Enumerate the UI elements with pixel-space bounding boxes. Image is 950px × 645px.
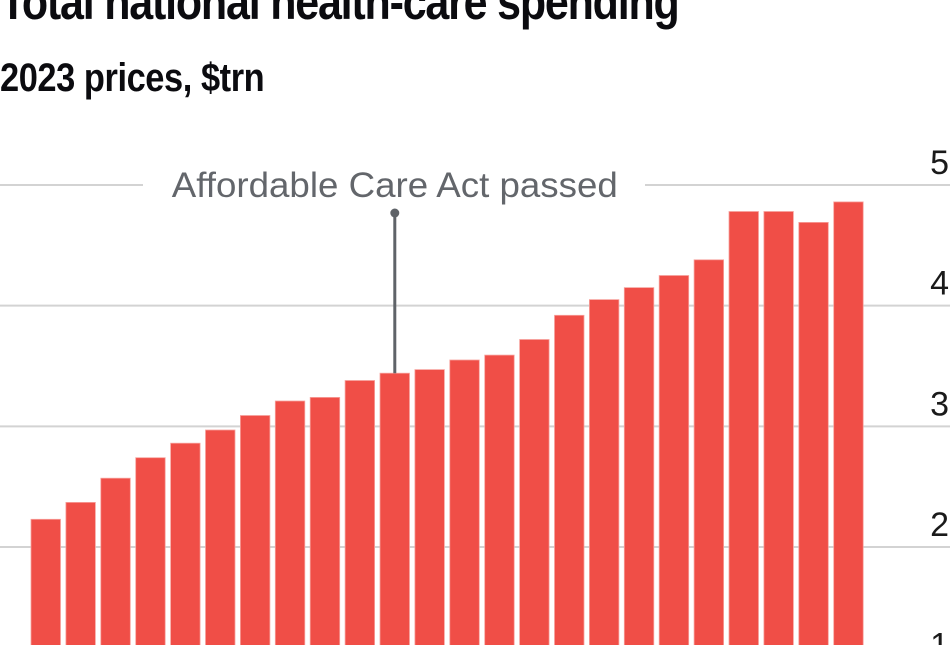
bars [30, 201, 864, 645]
bar-2000 [30, 518, 61, 645]
bar-2016 [589, 299, 620, 645]
bar-2021 [763, 211, 794, 645]
y-tick-label-3: 3 [930, 385, 949, 423]
bar-2013 [484, 354, 515, 645]
bar-2009 [344, 380, 376, 645]
bar-2017 [623, 287, 655, 645]
bar-2003 [135, 457, 166, 645]
y-tick-label-5: 5 [930, 144, 949, 182]
chart-title: Total national health-care spending [0, 0, 680, 30]
bar-2020 [728, 211, 759, 645]
bar-2014 [519, 339, 550, 645]
annotation-aca: Affordable Care Act passed [172, 166, 618, 374]
bar-2002 [100, 477, 131, 645]
bar-2015 [554, 314, 585, 645]
bar-2023 [833, 201, 864, 645]
annotation-dot [390, 208, 400, 218]
annotation-label: Affordable Care Act passed [172, 166, 618, 205]
bar-2012 [449, 359, 480, 645]
bar-2008 [309, 396, 341, 645]
bar-2011 [414, 369, 445, 645]
y-axis-tick-labels: 1 2 3 4 5 [930, 144, 949, 645]
y-tick-label-2: 2 [930, 506, 949, 544]
bar-2019 [693, 259, 724, 645]
bar-2005 [205, 429, 236, 645]
bar-2004 [170, 442, 201, 645]
bar-2001 [65, 501, 96, 645]
bar-2010 [379, 372, 410, 645]
chart-subtitle: 2023 prices, $trn [0, 56, 265, 100]
y-tick-label-1: 1 [930, 627, 949, 645]
bar-2007 [274, 400, 306, 645]
bar-2022 [798, 221, 829, 645]
bar-2006 [239, 415, 271, 645]
y-tick-label-4: 4 [930, 265, 949, 303]
bar-2018 [658, 275, 690, 645]
